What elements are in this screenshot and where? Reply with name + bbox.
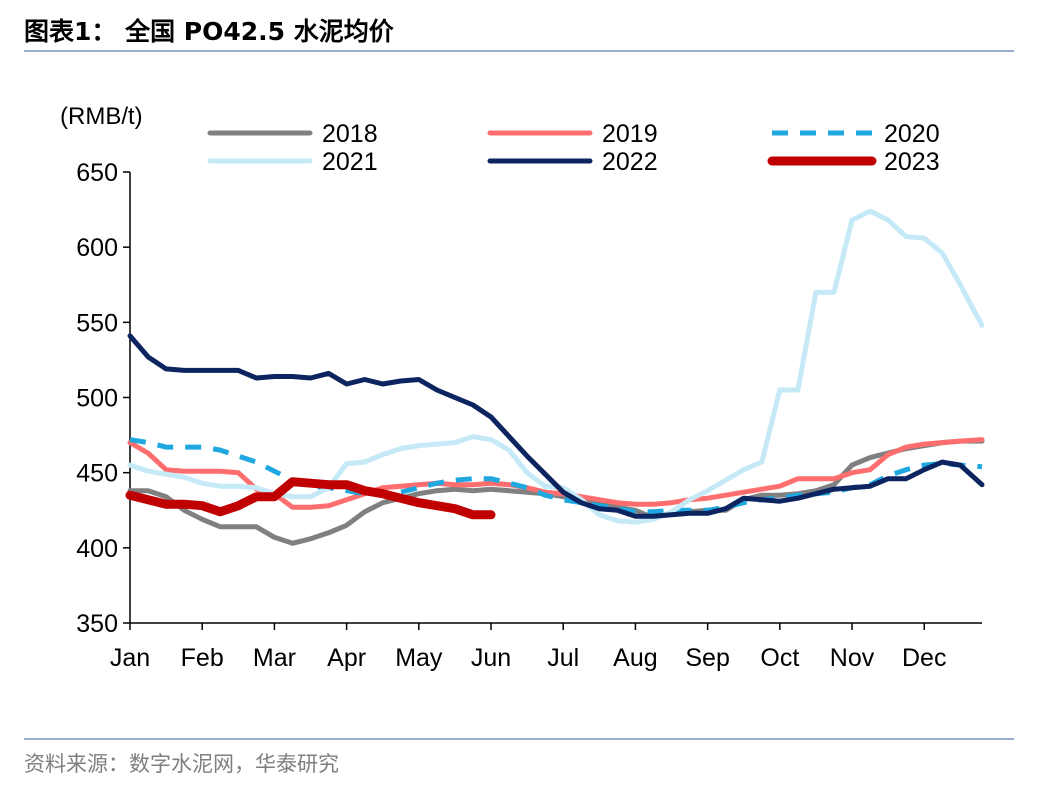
legend: 2018 2019 2020 2021 2022 2023 xyxy=(207,120,940,176)
x-tick-label: Sep xyxy=(685,644,729,672)
legend-label-2019: 2019 xyxy=(602,120,658,148)
x-tick-label: Mar xyxy=(253,644,296,672)
y-tick-label: 400 xyxy=(76,535,118,563)
source-note: 资料来源：数字水泥网，华泰研究 xyxy=(24,752,339,776)
y-tick-label: 450 xyxy=(76,460,118,488)
legend-label-2022: 2022 xyxy=(602,148,658,176)
x-tick-label: May xyxy=(395,644,443,672)
series-line-2021 xyxy=(127,208,985,525)
series-line-2022 xyxy=(127,333,985,519)
axes: 350 400 450 500 550 600 650 Jan Feb Mar Apr May Jun J… xyxy=(76,159,982,672)
y-unit-label: (RMB/t) xyxy=(60,103,143,130)
x-tick-label: Oct xyxy=(760,644,799,672)
x-tick-label: Dec xyxy=(902,644,946,672)
title-divider xyxy=(24,50,1014,52)
y-tick-label: 350 xyxy=(76,610,118,638)
figure-title-text: 图表1： 全国 PO42.5 水泥均价 xyxy=(24,17,394,46)
legend-label-2020: 2020 xyxy=(884,120,940,148)
x-tick-label: Nov xyxy=(830,644,875,672)
series-line-2023 xyxy=(125,477,496,520)
source-divider xyxy=(24,738,1014,740)
y-tick-label: 500 xyxy=(76,385,118,413)
legend-label-2021: 2021 xyxy=(322,148,378,176)
x-tick-label: Aug xyxy=(613,644,657,672)
x-tick-label: Jan xyxy=(110,644,150,672)
y-tick-label: 550 xyxy=(76,309,118,337)
y-tick-label: 650 xyxy=(76,159,118,187)
x-tick-label: Jul xyxy=(547,644,579,672)
x-tick-label: Feb xyxy=(181,644,224,672)
series-group xyxy=(125,208,985,546)
x-tick-label: Jun xyxy=(471,644,511,672)
y-tick-label: 600 xyxy=(76,234,118,262)
x-tick-label: Apr xyxy=(327,644,366,672)
series-line-2020 xyxy=(129,437,983,515)
legend-label-2023: 2023 xyxy=(884,148,940,176)
legend-label-2018: 2018 xyxy=(322,120,378,148)
figure-title: 图表1： 全国 PO42.5 水泥均价 xyxy=(24,12,1014,48)
